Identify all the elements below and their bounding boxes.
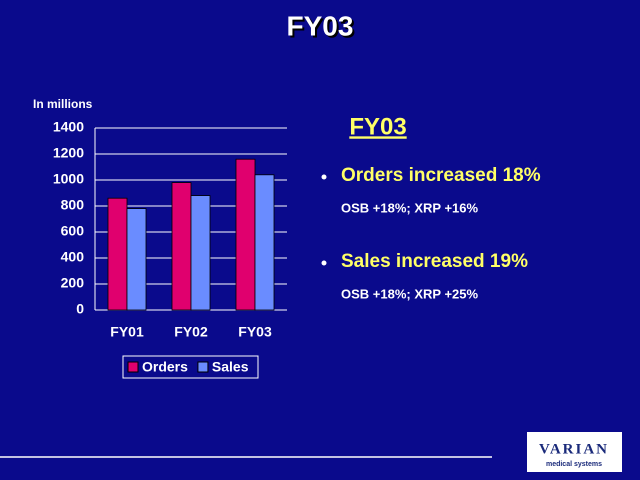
bar	[235, 158, 256, 311]
bar	[254, 174, 275, 311]
y-tick-label: 1200	[53, 145, 84, 161]
y-tick-label: 1400	[53, 119, 84, 135]
legend-label: Sales	[212, 359, 249, 375]
y-tick-label: 200	[61, 275, 85, 291]
logo-box	[527, 432, 622, 472]
bullet-text: Sales increased 19%	[341, 251, 528, 272]
title-shadow: FY03	[289, 12, 356, 43]
y-axis-label: In millions	[33, 97, 93, 111]
bullet-dot	[321, 174, 327, 180]
y-tick-label: 0	[76, 301, 84, 317]
logo-tagline: medical systems	[546, 461, 602, 468]
x-tick-label: FY02	[174, 324, 208, 340]
bar	[107, 197, 128, 311]
legend-swatch	[197, 361, 209, 373]
y-tick-label: 800	[61, 197, 85, 213]
bar	[190, 195, 211, 311]
panel-heading: FY03	[349, 113, 406, 140]
slide-title: FY03	[287, 10, 354, 41]
bullet-sub: OSB +18%; XRP +25%	[341, 286, 478, 301]
legend-box	[122, 355, 259, 379]
x-tick-label: FY01	[110, 324, 144, 340]
bullet-dot	[321, 260, 327, 266]
bar	[171, 182, 192, 311]
y-tick-label: 1000	[53, 171, 84, 187]
y-tick-label: 600	[61, 223, 85, 239]
x-tick-label: FY03	[238, 324, 272, 340]
legend-label: Orders	[142, 359, 188, 375]
bar	[126, 208, 147, 311]
legend-swatch	[127, 361, 139, 373]
y-tick-label: 400	[61, 249, 85, 265]
bullet-text: Orders increased 18%	[341, 165, 541, 186]
bullet-sub: OSB +18%; XRP +16%	[341, 200, 478, 215]
chart: 0 200 400 600 800 1000 1200 1400 FY01 FY02 FY03 Ord…	[53, 119, 287, 379]
logo-name: VARIAN	[539, 441, 609, 457]
